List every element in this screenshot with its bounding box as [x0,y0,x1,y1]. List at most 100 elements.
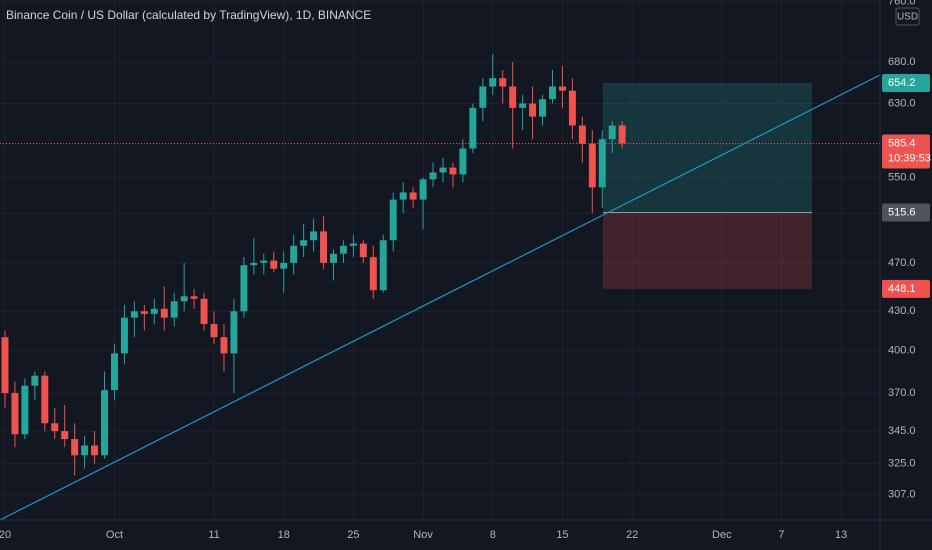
candle-body [459,148,467,175]
price-badges: 654.2 585.4 10:39:53 515.6 448.1 [882,73,931,298]
profit-zone [603,82,812,213]
trend-line [0,74,881,521]
candle-body [101,390,109,456]
candle-body [260,260,268,263]
candle-body [558,86,566,91]
y-tick-label: 630.0 [888,97,916,109]
y-tick-label: 345.0 [888,425,916,437]
x-tick-label: Nov [413,529,433,541]
candle-body [200,298,208,325]
candle-body [419,179,427,200]
candle-body [150,308,158,314]
candle-body [240,265,248,312]
candle-body [389,199,397,241]
y-tick-label: 550.0 [888,171,916,183]
x-tick-label: 7 [778,529,784,541]
target-badge: 654.2 [888,77,916,89]
candle-body [529,103,537,117]
candle-body [618,125,626,144]
candle-body [120,317,128,354]
candle-body [250,262,258,266]
candle-body [71,439,79,456]
candle-body [339,245,347,254]
candle-body [130,311,138,318]
candles [1,54,626,476]
y-tick-label: 760.0 [888,0,916,7]
candle-body [399,192,407,200]
candle-body [160,308,168,318]
candle-body [568,90,576,126]
y-tick-label: 307.0 [888,489,916,501]
candle-body [499,78,507,87]
candle-body [140,311,148,314]
candle-body [598,139,606,188]
candle-body [280,262,288,269]
candle-body [439,167,447,173]
y-tick-label: 370.0 [888,387,916,399]
candle-body [330,253,337,263]
candle-body [379,240,387,291]
stop-badge: 448.1 [888,283,916,295]
candle-body [320,231,328,263]
candle-body [509,86,517,108]
currency-badge [895,7,920,26]
candle-body [310,231,318,241]
candle-body [51,423,59,432]
candle-body [180,296,188,302]
candle-body [578,125,586,144]
candle-body [429,172,437,180]
candle-body [31,375,39,386]
x-tick-label: 8 [490,529,496,541]
candle-body [1,337,9,394]
candle-body [190,296,198,299]
candle-body [230,311,238,354]
target-badge-bg [882,73,930,92]
candle-body [449,167,457,175]
x-tick-label: 25 [347,529,359,541]
candle-body [588,143,596,188]
candle-body [61,431,69,440]
x-tick-label: 18 [278,529,290,541]
y-tick-label: 470.0 [888,257,916,269]
stop-badge-bg [882,279,930,298]
candle-body [489,78,497,87]
candle-body [91,445,99,456]
candle-body [170,301,178,318]
candle-body [41,375,49,424]
x-tick-label: 13 [835,529,847,541]
candle-body [300,240,308,246]
position-zones [0,82,880,289]
y-tick-label: 430.0 [888,305,916,317]
candle-body [549,86,556,100]
y-tick-label: 325.0 [888,458,916,470]
candle-body [11,393,19,435]
x-tick-label: 20 [0,529,11,541]
candle-body [81,445,89,456]
candle-body [369,257,377,291]
candle-body [409,192,417,200]
currency-label: USD [897,12,918,23]
candle-body [479,86,487,108]
candle-body [539,99,547,117]
grid [0,0,880,520]
last-price-badge: 585.4 [888,137,916,149]
loss-zone [603,212,812,289]
candle-body [290,245,298,263]
candle-body [110,353,118,391]
x-tick-label: 15 [556,529,568,541]
x-tick-label: Dec [712,529,732,541]
entry-badge-bg [882,203,930,222]
candle-body [608,125,616,140]
candle-body [21,385,29,435]
entry-badge: 515.6 [888,206,916,218]
last-price-badge-bg [882,134,930,169]
x-tick-label: 11 [208,529,219,541]
candle-body [210,324,218,338]
candle-body [519,103,527,108]
candle-body [270,260,278,269]
candle-body [469,107,477,149]
y-tick-label: 400.0 [888,345,916,357]
